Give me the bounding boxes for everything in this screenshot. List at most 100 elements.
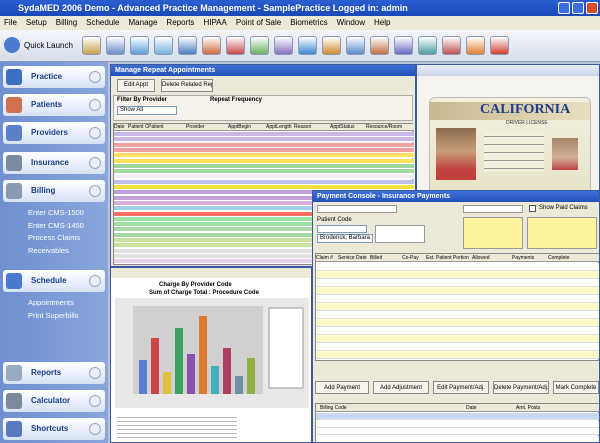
toolbar-button[interactable] [466,36,485,55]
license-text-lines [484,132,544,172]
toolbar-button[interactable] [154,36,173,55]
patient-code-label: Patient Code [317,217,352,223]
grid-row [114,132,414,137]
grid-row [114,264,414,266]
sidebar-section[interactable]: Calculator [3,390,105,412]
sidebar-section[interactable]: Schedule [3,270,105,292]
workspace: Manage Repeat Appointments Edit Appt Dele… [108,62,600,443]
grid-row [114,190,414,196]
sidebar-section[interactable]: Practice [3,66,105,88]
payment-buttons: Add Payment Add Adjustment Edit Payment/Ad… [313,379,599,397]
expand-button[interactable] [89,275,101,287]
grid-row [114,259,414,265]
report-window: Charge By Provider Code Sum of Charge To… [110,267,312,443]
column-header: Est. Patient Portion [426,255,469,261]
toolbar-button[interactable] [322,36,341,55]
quick-launch-label[interactable]: Quick Launch [24,41,73,50]
expand-button[interactable] [89,99,101,111]
quick-launch-icon[interactable] [4,37,20,53]
sidebar-section[interactable]: Shortcuts [3,418,105,440]
menu-item[interactable]: Biometrics [290,18,328,27]
action-button[interactable]: Edit Payment/Adj. [433,381,489,394]
toolbar-button[interactable] [442,36,461,55]
toolbar-button[interactable]: Delete Related Repeats [161,79,213,92]
action-button[interactable]: Add Adjustment [373,381,429,394]
toolbar-button[interactable] [346,36,365,55]
column-header: Provider [186,124,205,130]
chart-title: Sum of Charge Total : Procedure Code [149,290,259,296]
toolbar-button[interactable] [82,36,101,55]
column-header: Patient Code [128,124,148,130]
menu-item[interactable]: File [4,18,17,27]
toolbar-button[interactable] [298,36,317,55]
expand-button[interactable] [89,71,101,83]
menu-item[interactable]: HIPAA [203,18,227,27]
expand-button[interactable] [89,423,101,435]
sidebar-section[interactable]: Reports [3,362,105,384]
menu-bar: File Setup Billing Schedule Manage Reports HIP… [0,16,600,30]
grid-row [316,311,599,319]
toolbar-button[interactable] [130,36,149,55]
grid-row [114,232,414,238]
maximize-button[interactable] [572,2,584,14]
action-button[interactable]: Mark Complete [553,381,599,394]
sidebar-section[interactable]: Insurance [3,152,105,174]
toolbar-button[interactable] [178,36,197,55]
menu-item[interactable]: Point of Sale [235,18,282,27]
expand-button[interactable] [89,367,101,379]
toolbar-button[interactable] [274,36,293,55]
expand-button[interactable] [89,127,101,139]
expand-button[interactable] [89,185,101,197]
menu-item[interactable]: Setup [25,18,47,27]
sidebar-link[interactable]: Receivables [28,245,69,255]
frequency-label: Repeat Frequency [210,97,263,103]
sidebar-link[interactable]: Print Superbills [28,310,79,320]
sidebar-link[interactable]: Appointments [28,298,74,307]
close-button[interactable] [586,2,598,14]
filter-label: Filter By Provider [117,97,168,103]
patient-code-input[interactable] [317,225,367,233]
sidebar-link[interactable]: Process Claims [28,233,81,242]
menu-item[interactable]: Help [374,18,391,27]
menu-item[interactable]: Reports [166,18,195,27]
section-icon [6,69,22,85]
grid-row [316,303,599,311]
action-button[interactable]: Delete Payment/Adj. [493,381,549,394]
provider-dropdown[interactable]: Show All [117,106,177,115]
sidebar-section[interactable]: Billing [3,180,105,202]
toolbar-button[interactable] [394,36,413,55]
toolbar-button[interactable] [418,36,437,55]
action-button[interactable]: Add Payment [315,381,369,394]
column-header: Payments [512,255,535,261]
toolbar-button[interactable] [226,36,245,55]
grid-row [114,169,414,175]
license-small-photo [552,138,578,170]
menu-item[interactable]: Billing [55,18,78,27]
toolbar-button[interactable]: Edit Appt [117,79,155,92]
grid-row [114,142,414,148]
menu-item[interactable]: Window [336,18,366,27]
grid-row [114,179,414,185]
menu-item[interactable]: Manage [128,18,158,27]
toolbar-button[interactable] [202,36,221,55]
grid-row [316,335,599,343]
sidebar-link[interactable]: Enter CMS-1450 [28,220,84,230]
expand-button[interactable] [89,157,101,169]
menu-item[interactable]: Schedule [86,18,120,27]
toolbar-button[interactable] [106,36,125,55]
payment-console-window: Payment Console - Insurance Payments Sho… [312,190,600,443]
show-paid-label: Show Paid Claims [539,205,588,211]
grid-row [316,319,599,327]
column-header: ApptLength [266,124,292,130]
column-header: Billing Code [320,405,347,411]
sidebar-section[interactable]: Providers [3,122,105,144]
toolbar-button[interactable] [490,36,509,55]
sidebar-link[interactable]: Enter CMS-1500 [28,208,84,217]
expand-button[interactable] [89,395,101,407]
sidebar-section[interactable]: Patients [3,94,105,116]
minimize-button[interactable] [558,2,570,14]
toolbar-button[interactable] [370,36,389,55]
toolbar-button[interactable] [250,36,269,55]
insurance-info [463,217,523,249]
show-paid-checkbox[interactable] [529,205,536,212]
